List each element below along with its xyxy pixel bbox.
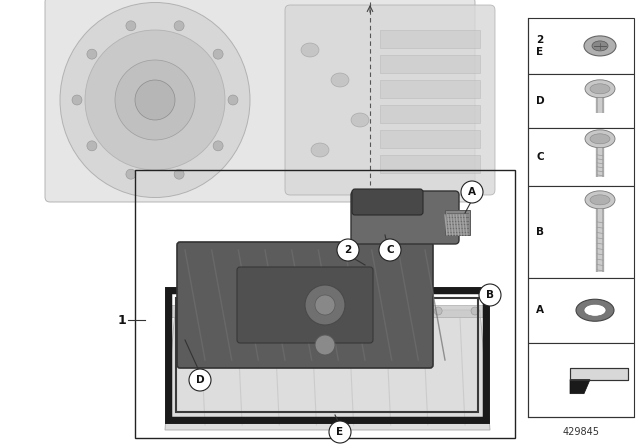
Circle shape [479,284,501,306]
Circle shape [174,169,184,179]
Text: D: D [536,96,544,106]
Ellipse shape [115,60,195,140]
Circle shape [360,307,369,315]
Circle shape [228,95,238,105]
Circle shape [174,21,184,31]
Circle shape [337,239,359,261]
Text: A: A [536,305,544,315]
Circle shape [287,307,294,315]
Circle shape [87,141,97,151]
Circle shape [126,21,136,31]
Circle shape [471,307,479,315]
Ellipse shape [590,84,610,94]
Polygon shape [165,310,490,430]
Ellipse shape [60,3,250,198]
Ellipse shape [585,191,615,209]
Ellipse shape [590,134,610,144]
Circle shape [213,49,223,59]
Ellipse shape [576,299,614,321]
Ellipse shape [85,30,225,170]
Circle shape [461,181,483,203]
Circle shape [379,239,401,261]
Bar [168,290,486,420]
Circle shape [305,285,345,325]
Circle shape [189,369,211,391]
Ellipse shape [301,43,319,57]
Circle shape [323,307,332,315]
Ellipse shape [311,143,329,157]
Circle shape [329,421,351,443]
Bar [380,130,480,148]
Ellipse shape [585,80,615,98]
Bar [528,128,634,186]
Circle shape [315,295,335,315]
Text: B: B [486,290,494,300]
Circle shape [397,307,405,315]
Circle shape [213,307,221,315]
Circle shape [87,49,97,59]
Text: 2
E: 2 E [536,35,543,57]
Bar [528,278,634,343]
Circle shape [250,307,258,315]
Ellipse shape [592,41,608,51]
Bar [135,170,515,438]
Ellipse shape [585,130,615,148]
Circle shape [72,95,82,105]
FancyBboxPatch shape [351,191,459,244]
Ellipse shape [331,73,349,87]
Polygon shape [570,380,590,394]
Bar [176,298,478,412]
Text: C: C [386,245,394,255]
Text: D: D [196,375,204,385]
Bar [168,305,486,317]
FancyBboxPatch shape [237,267,373,343]
Bar [380,80,480,98]
Bar [528,343,634,417]
Bar [170,292,484,418]
Ellipse shape [590,195,610,205]
Bar [445,210,470,235]
Bar [380,30,480,48]
Bar [528,18,634,74]
Circle shape [213,141,223,151]
FancyBboxPatch shape [177,242,433,368]
Text: 2: 2 [344,245,351,255]
Ellipse shape [584,36,616,56]
Text: E: E [337,427,344,437]
Ellipse shape [135,80,175,120]
FancyBboxPatch shape [352,189,423,215]
FancyBboxPatch shape [45,0,475,202]
Bar [380,55,480,73]
Circle shape [434,307,442,315]
Text: B: B [536,227,544,237]
Text: C: C [536,152,544,162]
Circle shape [176,307,184,315]
Circle shape [126,169,136,179]
Ellipse shape [351,113,369,127]
Bar [528,186,634,278]
Ellipse shape [584,304,606,316]
Bar [380,105,480,123]
Bar [528,74,634,128]
Bar [380,155,480,173]
Text: A: A [468,187,476,197]
Text: 429845: 429845 [563,427,599,437]
Polygon shape [570,368,628,380]
FancyBboxPatch shape [285,5,495,195]
Text: 1: 1 [118,314,126,327]
Circle shape [315,335,335,355]
